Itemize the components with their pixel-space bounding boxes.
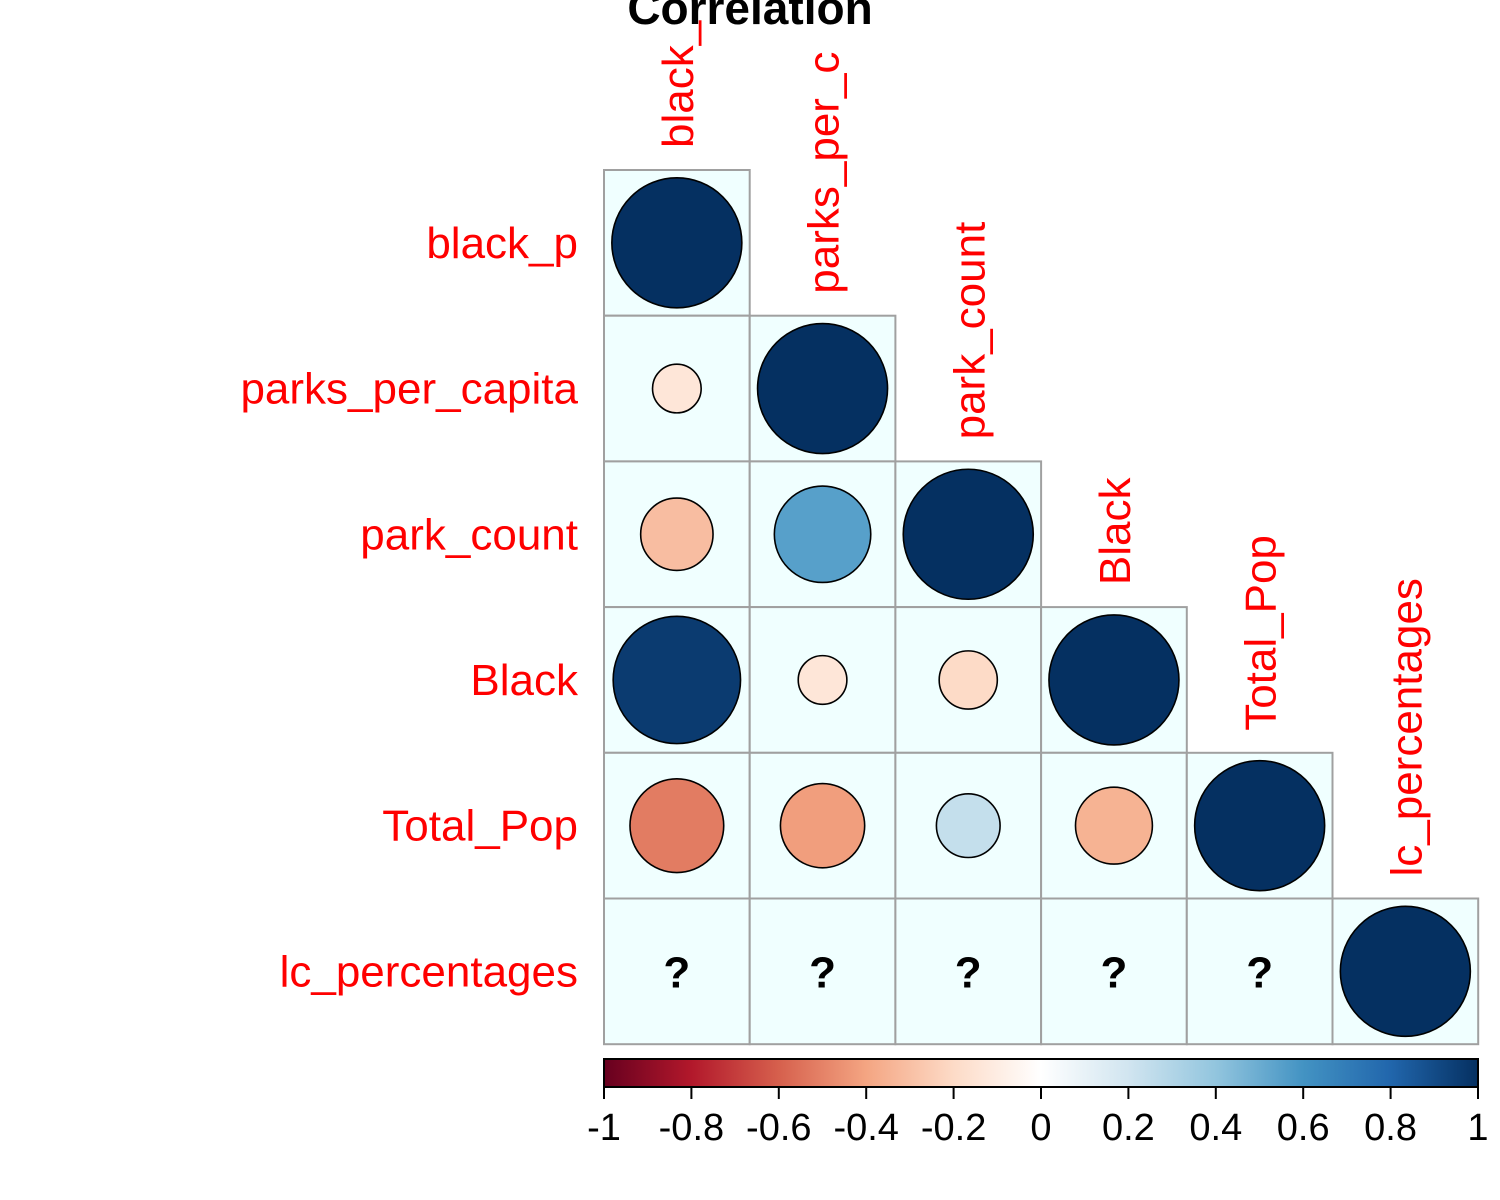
missing-value-mark: ?	[1101, 948, 1128, 997]
colorbar-tick-label: 0.6	[1277, 1107, 1330, 1149]
corr-circle-lc_percentages-lc_percentages	[1339, 905, 1472, 1038]
missing-value-mark: ?	[663, 948, 690, 997]
corr-circle-Black-black_p	[612, 615, 742, 745]
corr-circle-Black-park_count	[938, 650, 999, 710]
corr-circle-park_count-parks_per_capita	[773, 485, 872, 584]
corr-circle-Total_Pop-parks_per_capita	[779, 782, 866, 869]
corr-circle-Total_Pop-black_p	[629, 777, 725, 874]
corr-circle-Total_Pop-park_count	[935, 793, 1001, 859]
colorbar-tick-label: -0.6	[746, 1107, 811, 1149]
colorbar-tick-label: 0.4	[1189, 1107, 1242, 1149]
colorbar-tick-label: 0.8	[1364, 1107, 1417, 1149]
colorbar-tick-label: 0.2	[1102, 1107, 1155, 1149]
chart-title: Correlation	[627, 0, 872, 34]
cell-lc_percentages-Total_Pop	[1185, 897, 1334, 1046]
column-label-Total_Pop: Total_Pop	[1237, 535, 1286, 731]
corr-circle-park_count-park_count	[902, 468, 1035, 601]
row-label-Black: Black	[470, 656, 579, 705]
colorbar-tick-label: -1	[587, 1107, 621, 1149]
colorbar-gradient	[603, 1058, 1479, 1088]
row-label-Total_Pop: Total_Pop	[382, 802, 578, 851]
colorbar-tick-label: 1	[1467, 1107, 1488, 1149]
colorbar-tick-label: -0.2	[921, 1107, 986, 1149]
corr-circle-parks_per_capita-black_p	[651, 363, 702, 414]
colorbar: -1 -0.8 -0.6 -0.4 -0.2 0 0.2 0.4 0.6 0.8 1	[587, 1058, 1489, 1149]
colorbar-tick-label: -0.4	[833, 1107, 898, 1149]
missing-value-mark: ?	[1246, 948, 1273, 997]
cell-lc_percentages-Black	[1040, 897, 1188, 1046]
row-label-parks_per_capita: parks_per_capita	[240, 365, 578, 414]
column-label-park_count: park_count	[945, 222, 994, 440]
row-label-lc_percentages: lc_percentages	[280, 947, 578, 996]
corr-circle-Black-Black	[1048, 614, 1180, 746]
corr-circle-Black-parks_per_capita	[797, 654, 848, 706]
cell-lc_percentages-parks_per_capita	[748, 897, 897, 1046]
row-labels: black_p parks_per_capita park_count Black To…	[240, 219, 579, 996]
column-label-black_: black_	[654, 20, 703, 148]
column-label-lc_percentages: lc_percentages	[1382, 578, 1431, 876]
column-labels: black_ parks_per_c park_count Black Total_Po…	[654, 20, 1432, 876]
corr-circle-parks_per_capita-parks_per_capita	[756, 322, 889, 455]
cell-lc_percentages-black_p	[603, 897, 751, 1046]
corr-circle-black_p-black_p	[611, 177, 743, 309]
corr-circle-Total_Pop-Black	[1074, 786, 1154, 865]
colorbar-tick-label: -0.8	[659, 1107, 724, 1149]
matrix-cells: ?????	[603, 169, 1480, 1046]
missing-value-mark: ?	[955, 948, 982, 997]
column-label-Black: Black	[1091, 477, 1140, 586]
corr-circle-Total_Pop-Total_Pop	[1193, 759, 1326, 892]
colorbar-tick-label: 0	[1030, 1107, 1051, 1149]
missing-value-mark: ?	[809, 948, 836, 997]
column-label-parks_per_c: parks_per_c	[800, 52, 849, 294]
corr-circle-park_count-black_p	[639, 497, 714, 572]
row-label-black_p: black_p	[426, 219, 578, 268]
cell-lc_percentages-park_count	[894, 897, 1043, 1046]
row-label-park_count: park_count	[360, 510, 578, 559]
